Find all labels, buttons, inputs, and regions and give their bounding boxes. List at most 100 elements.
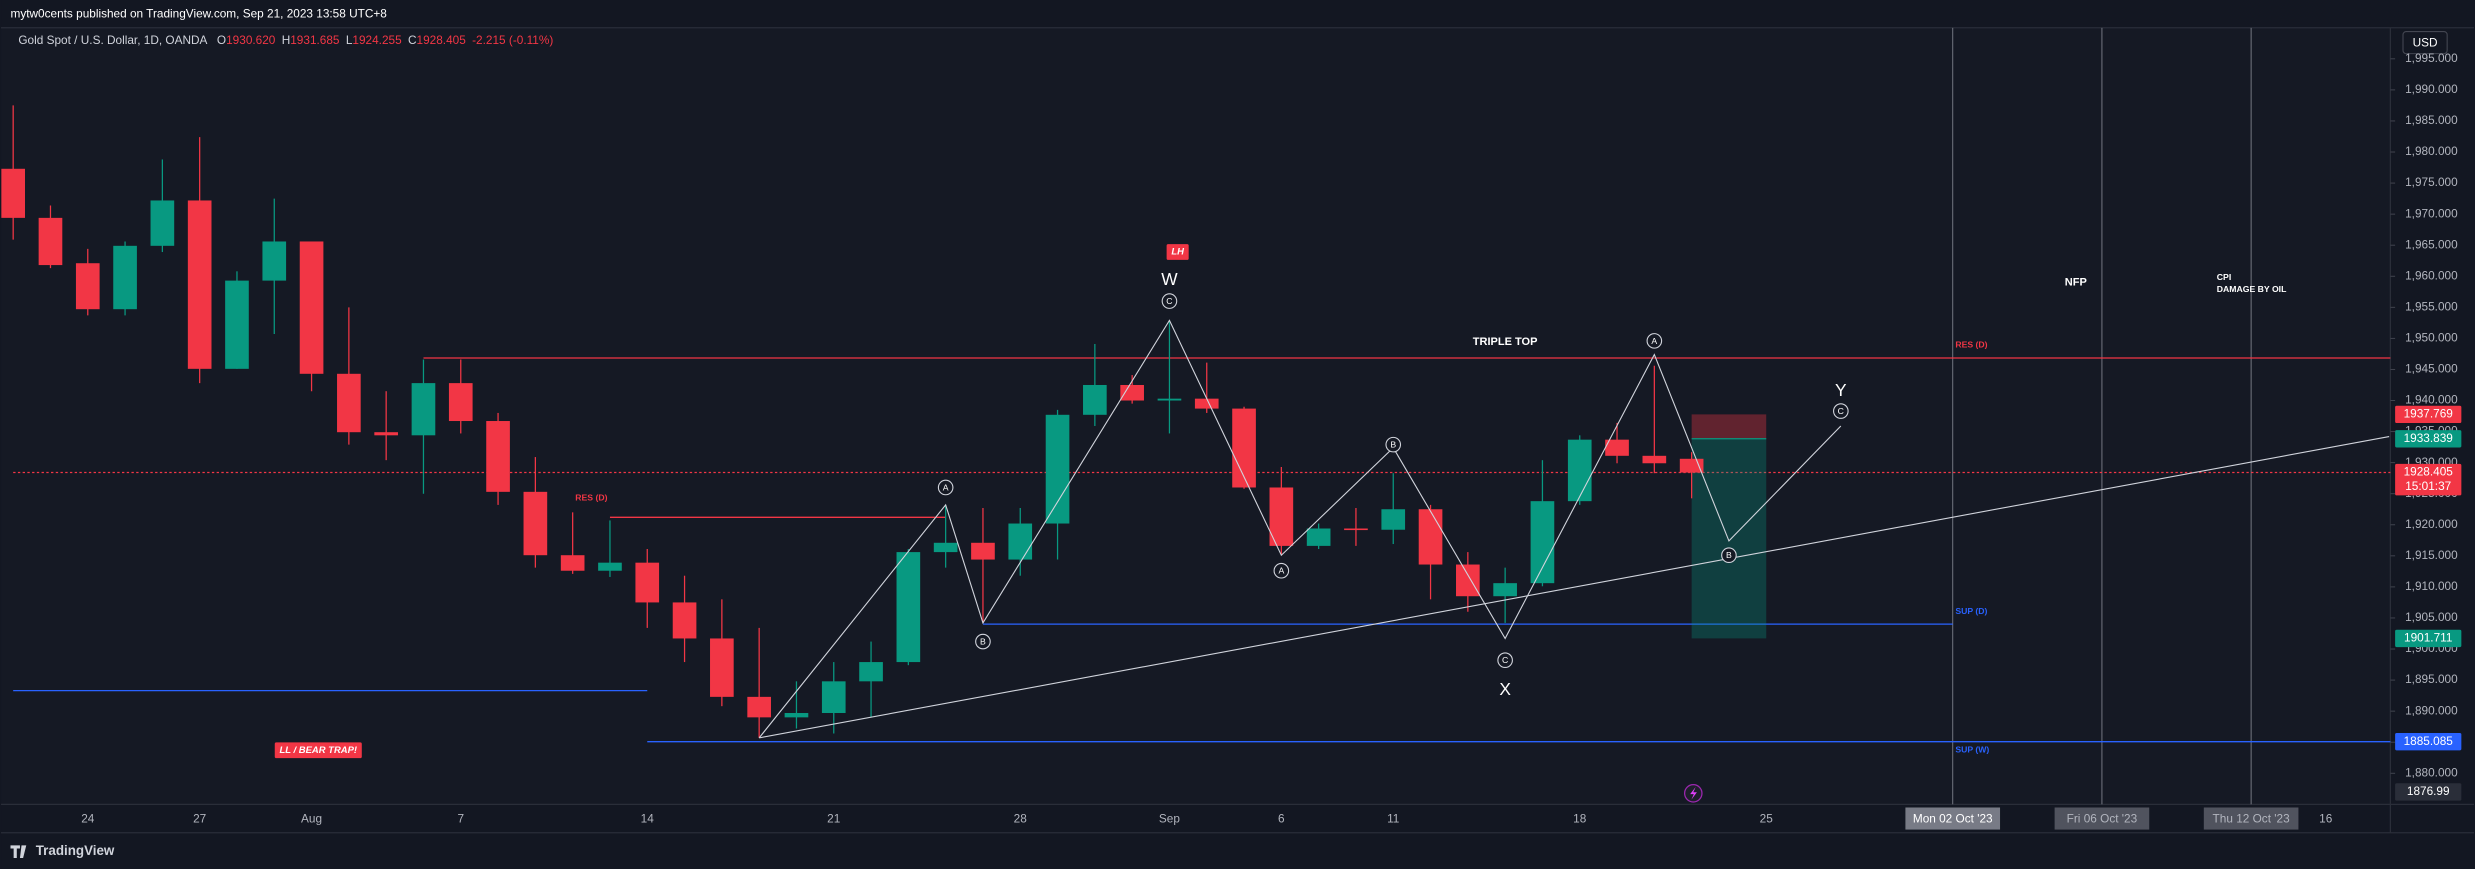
annotation: SUP (W)	[1955, 745, 1989, 755]
candle-body	[299, 241, 324, 374]
y-tick-label: 1,955.000	[2405, 299, 2458, 313]
wave-letter: A	[943, 482, 949, 492]
candle-body	[821, 681, 846, 714]
footer-brand[interactable]: TradingView	[36, 843, 115, 858]
candle-body	[1306, 528, 1331, 546]
ohlc-value: 1931.685	[290, 33, 340, 47]
wave-line	[758, 319, 1842, 739]
lightning-icon[interactable]	[1683, 783, 1703, 803]
wave-letter: C	[1838, 406, 1844, 416]
candle-body	[225, 280, 249, 369]
ohlc-value: 1928.405	[417, 33, 467, 47]
wave-degree: Y	[1835, 380, 1847, 400]
candle-body	[187, 200, 212, 369]
plot-area	[1, 27, 2391, 805]
x-tick-label: 16	[2319, 811, 2333, 825]
candle-body	[75, 263, 100, 310]
x-tick-label: Fri 06 Oct '23	[2067, 811, 2138, 825]
x-tick-label: 11	[1387, 811, 1399, 825]
x-tick-label: 21	[827, 811, 840, 825]
wave-letter: C	[1166, 296, 1172, 306]
candle-body	[859, 662, 883, 682]
ohlc-value: 1924.255	[352, 33, 402, 47]
price-label-box	[2395, 430, 2462, 448]
label-text: LL / BEAR TRAP!	[279, 745, 357, 756]
wave-letter: C	[1502, 655, 1508, 665]
price-label: 1901.711	[2404, 631, 2452, 645]
symbol: Gold Spot / U.S. Dollar, 1D, OANDA	[18, 33, 207, 47]
candle-body	[1605, 439, 1629, 456]
currency-box[interactable]	[2402, 30, 2448, 55]
annotation: NFP	[2065, 276, 2087, 288]
candle-body	[1194, 398, 1219, 409]
wave-letter: A	[1651, 336, 1657, 346]
candle-body	[1269, 487, 1294, 546]
x-tick-label: 18	[1573, 811, 1587, 825]
candle-body	[523, 491, 548, 556]
price-label: 1928.405	[2404, 465, 2454, 479]
y-tick-label: 1,945.000	[2405, 362, 2458, 376]
y-tick-label: 1,880.000	[2405, 765, 2458, 779]
wave-circle	[1161, 293, 1178, 309]
y-tick-label: 1,905.000	[2405, 610, 2458, 624]
wave-circle	[1646, 333, 1663, 349]
x-tick-label: 28	[1014, 811, 1028, 825]
wave-letter: B	[1390, 440, 1396, 450]
y-tick-label: 1,920.000	[2405, 517, 2458, 531]
label-text: LH	[1171, 247, 1184, 258]
candle-body	[1679, 458, 1704, 473]
y-tick-label: 1,950.000	[2405, 331, 2458, 345]
x-tick-label: 7	[457, 811, 464, 825]
annotation: DAMAGE BY OIL	[2217, 284, 2287, 294]
candle-body	[411, 383, 436, 436]
candle-body	[150, 200, 175, 246]
price-label: 1937.769	[2404, 407, 2454, 421]
candle-body	[1418, 509, 1443, 565]
date-box	[1905, 807, 2001, 830]
candle-body	[635, 562, 660, 603]
ohlc-value: 1930.620	[226, 33, 276, 47]
annotation: TRIPLE TOP	[1473, 336, 1538, 348]
price-label-box	[2395, 733, 2462, 751]
y-tick-label: 1,890.000	[2405, 703, 2458, 717]
x-tick-label: Mon 02 Oct '23	[1913, 811, 1993, 825]
candle-body	[1, 168, 26, 218]
currency[interactable]: USD	[2413, 35, 2438, 49]
wave-letter: B	[1726, 550, 1732, 560]
annotation: RES (D)	[1955, 340, 1987, 350]
wave-circle	[1273, 562, 1290, 579]
candle-body	[1045, 414, 1070, 524]
candle-body	[1642, 455, 1667, 464]
annotation: RES (D)	[575, 492, 607, 502]
trend-line	[759, 436, 2390, 739]
candle-body	[784, 713, 809, 718]
annotation: SUP (D)	[1955, 606, 1987, 616]
y-tick-label: 1,980.000	[2405, 144, 2458, 158]
y-tick-label: 1,940.000	[2405, 393, 2458, 407]
candle-body	[262, 241, 287, 281]
x-tick-label: Sep	[1159, 811, 1180, 825]
y-tick-label: 1,985.000	[2405, 113, 2458, 127]
y-tick-label: 1,975.000	[2405, 175, 2458, 189]
candle-body	[560, 555, 585, 571]
candle-body	[971, 542, 995, 560]
y-tick-label: 1,995.000	[2405, 51, 2458, 65]
y-tick-label: 1,965.000	[2405, 237, 2458, 251]
y-tick-label: 1,960.000	[2405, 268, 2458, 282]
candle-body	[933, 542, 958, 553]
wave-circle	[1497, 652, 1513, 669]
price-label-box	[2395, 463, 2462, 496]
candle-body	[1008, 523, 1033, 560]
y-tick-label: 1,990.000	[2405, 82, 2458, 96]
y-tick-label: 1,970.000	[2405, 206, 2458, 220]
footer-logo	[10, 845, 27, 858]
wave-circle	[1833, 403, 1849, 419]
date-box	[2203, 807, 2299, 830]
target-zone	[1691, 438, 1767, 639]
candle-body	[710, 638, 734, 697]
x-tick-label: 25	[1760, 811, 1774, 825]
x-tick-label: Aug	[301, 811, 322, 825]
candle-body	[1157, 398, 1182, 401]
candle-body	[598, 562, 622, 571]
